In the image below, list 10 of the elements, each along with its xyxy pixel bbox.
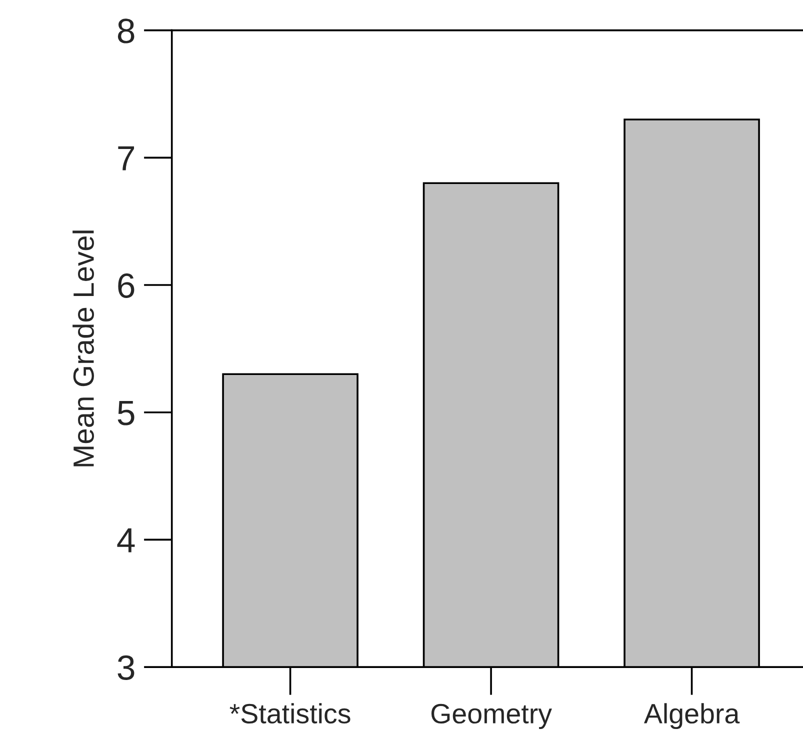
x-tick-label: Geometry — [431, 704, 552, 730]
y-tick-label: 6 — [118, 273, 134, 298]
y-axis-title: Mean Grade Level — [72, 230, 94, 466]
y-tick-label: 4 — [117, 528, 135, 552]
y-tick-label: 7 — [118, 146, 134, 170]
y-tick-label: 5 — [118, 401, 134, 426]
x-tick-label: Algebra — [644, 703, 740, 730]
y-tick-label: 8 — [118, 18, 134, 44]
x-tick-label: *Statistics — [230, 703, 350, 724]
y-tick-label: 3 — [118, 655, 134, 680]
